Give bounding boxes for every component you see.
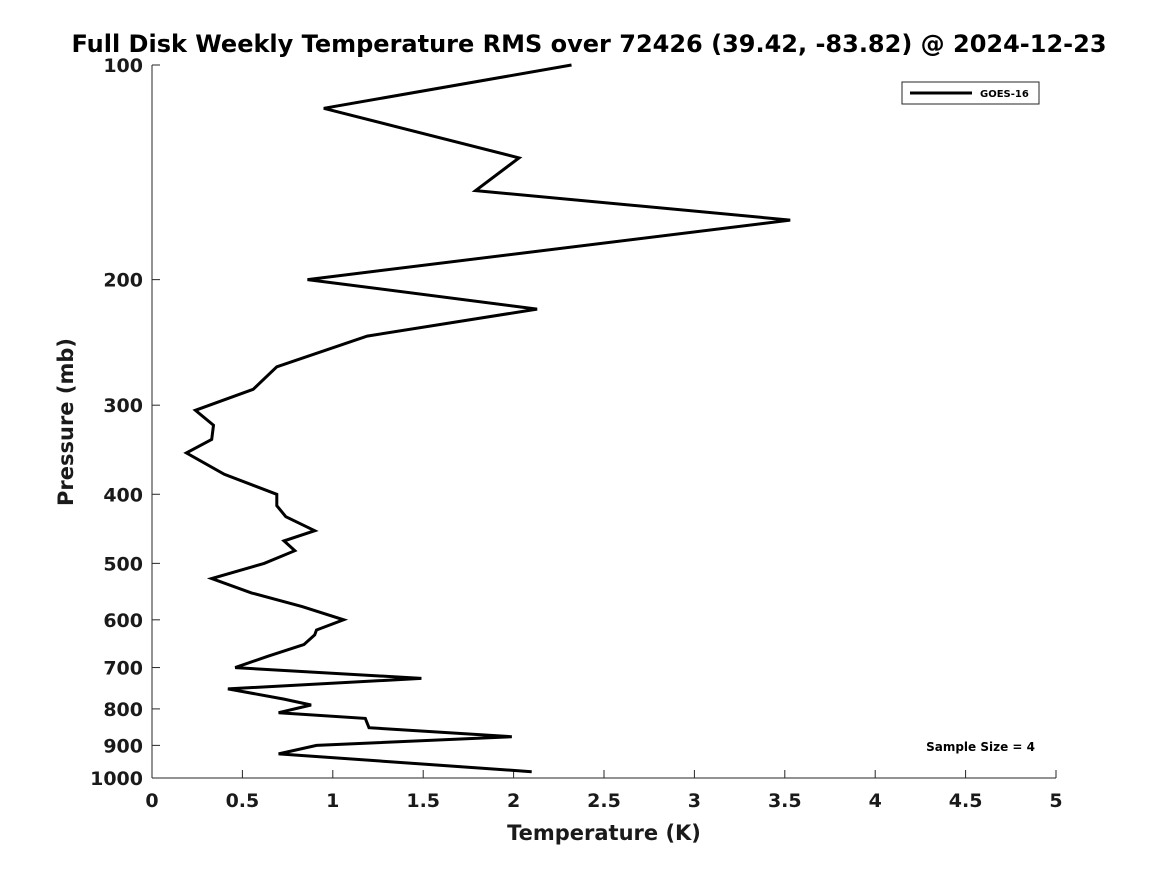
y-tick-label: 800 [103,699,143,721]
x-tick-label: 5 [1049,790,1062,812]
x-tick-label: 4.5 [949,790,983,812]
y-tick-label: 900 [103,735,143,757]
y-tick-label: 1000 [90,768,143,790]
y-tick-label: 400 [103,484,143,506]
x-tick-label: 2 [507,790,520,812]
axis-ticks: 0 0.5 1 1.5 2 2.5 3 3.5 4 4.5 5 100 200 300 400 500 600 7… [90,55,1063,812]
x-tick-label: 1.5 [406,790,440,812]
x-tick-label: 1 [326,790,339,812]
x-tick-label: 0 [145,790,158,812]
plot-area [151,65,1056,779]
x-tick-label: 0.5 [226,790,260,812]
x-tick-label: 3.5 [768,790,802,812]
y-tick-label: 100 [103,55,143,77]
y-tick-label: 500 [103,553,143,575]
y-axis-label: Pressure (mb) [54,338,78,506]
y-tick-label: 300 [103,395,143,417]
series-line-goes-16 [183,63,791,774]
legend: GOES-16 [901,81,1040,105]
sample-size-annotation: Sample Size = 4 [926,740,1035,754]
y-tick-label: 200 [103,270,143,292]
chart-title: Full Disk Weekly Temperature RMS over 72… [71,30,1106,58]
x-tick-label: 4 [869,790,882,812]
y-tick-label: 700 [103,658,143,680]
x-tick-label: 2.5 [587,790,621,812]
y-tick-label: 600 [103,610,143,632]
x-axis-label: Temperature (K) [507,821,701,845]
x-tick-label: 3 [688,790,701,812]
series-group [183,63,791,774]
legend-label-goes-16: GOES-16 [980,89,1029,100]
